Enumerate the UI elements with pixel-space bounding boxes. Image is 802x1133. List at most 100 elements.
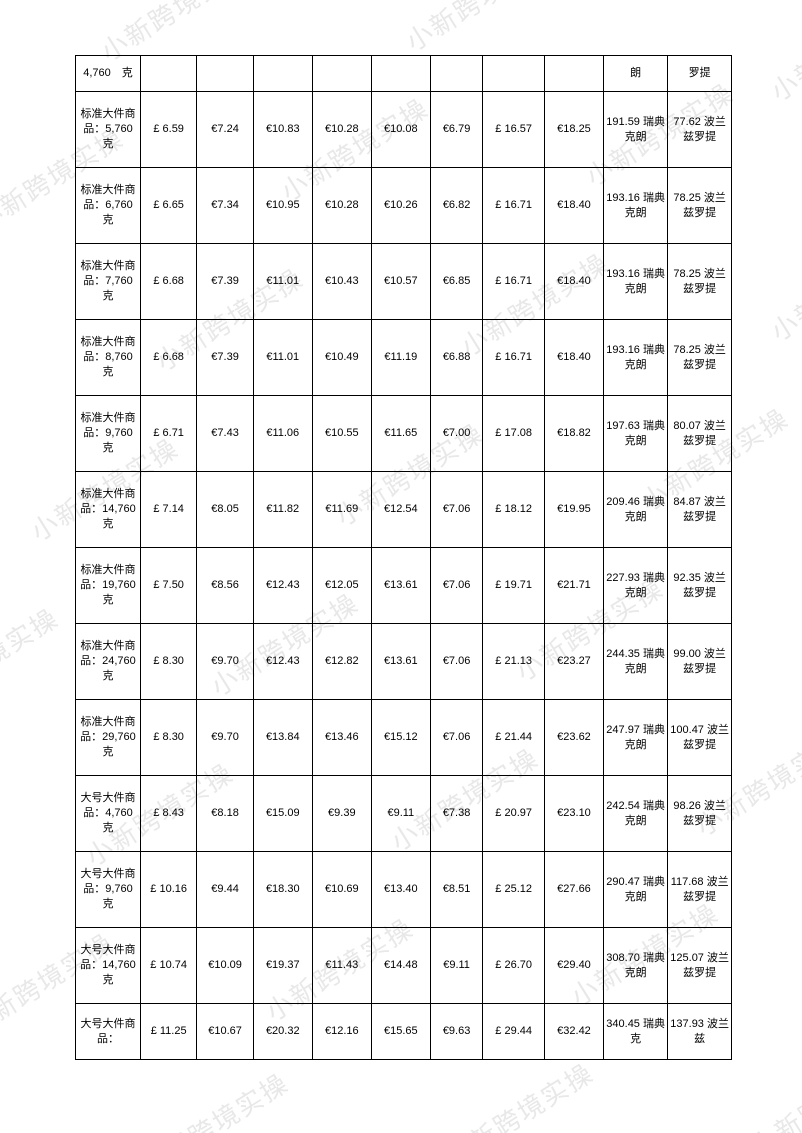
table-cell: £ 16.71 [483,320,545,396]
table-cell [430,56,482,92]
table-cell: £ 16.71 [483,168,545,244]
table-row: 标准大件商品：24,760 克£ 8.30€9.70€12.43€12.82€1… [76,624,732,700]
table-cell: 标准大件商品：6,760 克 [76,168,141,244]
watermark-text: 小新跨境实操 [743,1043,802,1133]
table-cell: €15.12 [371,700,430,776]
table-cell: £ 7.50 [140,548,196,624]
table-cell: 290.47 瑞典克朗 [604,852,668,928]
table-cell: 84.87 波兰兹罗提 [668,472,732,548]
table-cell: €11.65 [371,396,430,472]
table-cell: 标准大件商品：8,760 克 [76,320,141,396]
table-cell: €7.24 [197,92,253,168]
table-cell: €10.55 [312,396,371,472]
table-cell: €15.09 [253,776,312,852]
table-cell: £ 20.97 [483,776,545,852]
table-cell: €29.40 [544,928,603,1004]
table-cell: €7.06 [430,700,482,776]
table-cell: €7.38 [430,776,482,852]
table-cell: €11.82 [253,472,312,548]
table-row: 标准大件商品：9,760 克£ 6.71€7.43€11.06€10.55€11… [76,396,732,472]
table-cell: £ 11.25 [140,1004,196,1060]
table-cell: 193.16 瑞典克朗 [604,244,668,320]
table-cell: €19.37 [253,928,312,1004]
table-cell: €27.66 [544,852,603,928]
table-cell: €11.19 [371,320,430,396]
table-cell: €10.28 [312,168,371,244]
table-cell: 4,760 克 [76,56,141,92]
table-cell [140,56,196,92]
table-cell: 标准大件商品：29,760 克 [76,700,141,776]
table-cell: 标准大件商品：19,760 克 [76,548,141,624]
table-cell: €18.40 [544,168,603,244]
table-cell: €12.43 [253,548,312,624]
table-cell: £ 8.30 [140,624,196,700]
table-cell: €11.06 [253,396,312,472]
table-cell: €18.82 [544,396,603,472]
table-cell: €14.48 [371,928,430,1004]
table-cell: €12.82 [312,624,371,700]
table-row: 标准大件商品：5,760 克£ 6.59€7.24€10.83€10.28€10… [76,92,732,168]
table-cell: 125.07 波兰兹罗提 [668,928,732,1004]
watermark-text: 小新跨境实操 [0,598,65,718]
table-cell: €21.71 [544,548,603,624]
table-cell: €7.39 [197,244,253,320]
table-cell: £ 26.70 [483,928,545,1004]
table-cell: 罗提 [668,56,732,92]
table-cell: 78.25 波兰兹罗提 [668,244,732,320]
table-cell: 朗 [604,56,668,92]
table-cell: €10.08 [371,92,430,168]
table-cell: €7.43 [197,396,253,472]
table-cell: €7.34 [197,168,253,244]
table-cell: €9.44 [197,852,253,928]
table-cell: €15.65 [371,1004,430,1060]
table-row: 标准大件商品：7,760 克£ 6.68€7.39€11.01€10.43€10… [76,244,732,320]
table-cell: €7.06 [430,624,482,700]
table-cell: €10.26 [371,168,430,244]
table-cell: €7.00 [430,396,482,472]
table-cell: £ 29.44 [483,1004,545,1060]
table-row: 4,760 克 朗罗提 [76,56,732,92]
table-cell: £ 6.68 [140,320,196,396]
table-row: 大号大件商品：9,760 克£ 10.16€9.44€18.30€10.69€1… [76,852,732,928]
table-row: 标准大件商品：29,760 克£ 8.30€9.70€13.84€13.46€1… [76,700,732,776]
table-cell: €20.32 [253,1004,312,1060]
table-cell: 193.16 瑞典克朗 [604,320,668,396]
table-cell [544,56,603,92]
table-cell: 244.35 瑞典克朗 [604,624,668,700]
table-cell: £ 21.13 [483,624,545,700]
table-cell: €9.39 [312,776,371,852]
table-cell: €11.69 [312,472,371,548]
pricing-table: 4,760 克 朗罗提标准大件商品：5,760 克£ 6.59€7.24€10.8… [75,55,732,1060]
table-cell: €23.62 [544,700,603,776]
table-cell: €7.06 [430,472,482,548]
table-cell: 标准大件商品：9,760 克 [76,396,141,472]
table-cell: 大号大件商品：9,760 克 [76,852,141,928]
table-cell [483,56,545,92]
table-row: 大号大件商品：4,760 克£ 8.43€8.18€15.09€9.39€9.1… [76,776,732,852]
table-cell: €10.28 [312,92,371,168]
table-cell: €8.18 [197,776,253,852]
table-cell: €32.42 [544,1004,603,1060]
watermark-text: 小新跨境实操 [133,1063,295,1133]
table-row: 大号大件商品：14,760 克£ 10.74€10.09€19.37€11.43… [76,928,732,1004]
table-cell: 242.54 瑞典克朗 [604,776,668,852]
table-cell: £ 25.12 [483,852,545,928]
table-cell [253,56,312,92]
table-cell: 78.25 波兰兹罗提 [668,168,732,244]
table-cell: 137.93 波兰兹 [668,1004,732,1060]
table-cell: €12.43 [253,624,312,700]
table-cell: €10.43 [312,244,371,320]
table-cell: 117.68 波兰兹罗提 [668,852,732,928]
table-cell: £ 16.57 [483,92,545,168]
table-cell: €11.43 [312,928,371,1004]
watermark-text: 小新跨境实操 [438,1053,600,1133]
table-cell: 209.46 瑞典克朗 [604,472,668,548]
table-cell: 78.25 波兰兹罗提 [668,320,732,396]
table-row: 标准大件商品：19,760 克£ 7.50€8.56€12.43€12.05€1… [76,548,732,624]
table-cell: €6.82 [430,168,482,244]
table-cell: €6.85 [430,244,482,320]
table-row: 标准大件商品：6,760 克£ 6.65€7.34€10.95€10.28€10… [76,168,732,244]
watermark-text: 小新跨境实操 [763,228,802,348]
table-cell: 98.26 波兰兹罗提 [668,776,732,852]
table-cell: €8.51 [430,852,482,928]
